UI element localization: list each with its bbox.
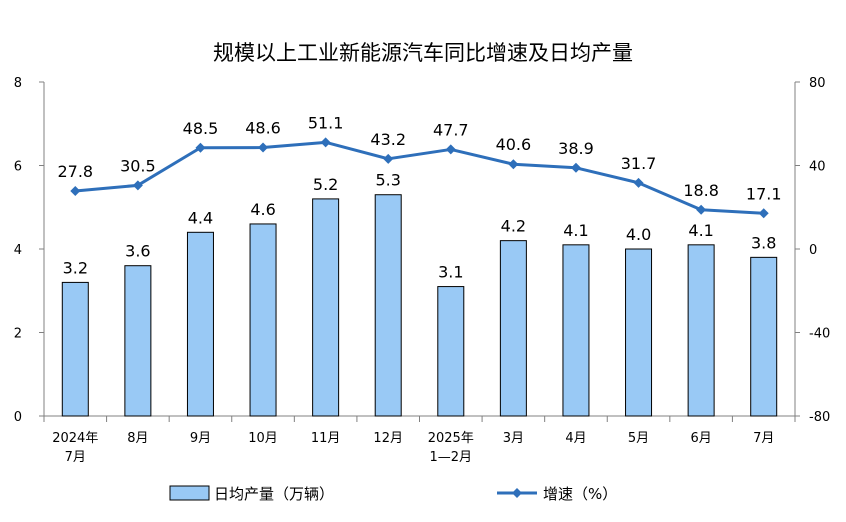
axes: 0 2 4 6 8 -80 -40 0 40 80 2024年 7月 8月 9月 10月 11月 12月 2025… — [14, 76, 831, 465]
data-labels: 3.2 3.6 4.4 4.6 5.2 5.3 3.1 4.2 4.1 4.0 4.1 3.8 27.8… — [57, 113, 781, 281]
right-tick-label: -40 — [809, 327, 830, 342]
growth-point — [320, 137, 331, 148]
growth-value-label: 43.2 — [370, 130, 406, 149]
growth-point — [633, 177, 644, 188]
growth-value-label: 18.8 — [683, 181, 719, 200]
left-tick-label: 4 — [14, 243, 22, 258]
bar-value-label: 4.4 — [188, 208, 213, 227]
x-tick-label: 6月 — [690, 431, 711, 446]
x-tick-label: 4月 — [565, 431, 586, 446]
growth-point — [696, 204, 707, 215]
bar — [61, 281, 89, 417]
bar — [437, 286, 465, 417]
bar — [186, 231, 214, 417]
chart-title: 规模以上工业新能源汽车同比增速及日均产量 — [213, 41, 633, 65]
growth-point — [195, 142, 206, 153]
growth-point — [570, 162, 581, 173]
bar-value-label: 4.6 — [250, 200, 275, 219]
x-tick-label: 12月 — [373, 431, 403, 446]
bar — [625, 248, 653, 417]
bar — [312, 198, 340, 417]
x-tick-label: 5月 — [628, 431, 649, 446]
bar-value-label: 3.1 — [438, 263, 463, 282]
legend-swatch-production — [169, 485, 210, 501]
bar-value-label: 3.6 — [125, 242, 150, 261]
growth-value-label: 51.1 — [308, 113, 344, 132]
right-tick-label: -80 — [809, 410, 830, 425]
x-tick-label: 3月 — [503, 431, 524, 446]
legend: 日均产量（万辆） 增速（%） — [169, 485, 617, 503]
bar — [499, 240, 527, 417]
growth-line-path — [75, 140, 764, 215]
growth-point — [508, 159, 519, 170]
growth-point — [383, 153, 394, 164]
right-tick-label: 0 — [809, 243, 817, 258]
left-tick-label: 6 — [14, 160, 22, 175]
left-tick-label: 8 — [14, 76, 22, 91]
x-tick-label: 2024年 — [52, 431, 98, 446]
growth-point — [132, 180, 143, 191]
x-tick-label: 9月 — [190, 431, 211, 446]
legend-label-production: 日均产量（万辆） — [214, 485, 334, 503]
legend-marker-growth — [512, 488, 522, 498]
growth-value-label: 48.6 — [245, 119, 281, 138]
x-tick-label: 7月 — [65, 450, 86, 465]
x-tick-label: 8月 — [127, 431, 148, 446]
left-tick-label: 0 — [14, 410, 22, 425]
bar-value-label: 3.2 — [63, 258, 88, 277]
right-tick-label: 40 — [809, 160, 826, 175]
growth-value-label: 30.5 — [120, 156, 156, 175]
legend-label-growth: 增速（%） — [543, 485, 617, 503]
growth-value-label: 38.9 — [558, 139, 594, 158]
growth-point — [445, 144, 456, 155]
bar-value-label: 4.0 — [626, 225, 651, 244]
x-tick-label: 10月 — [248, 431, 278, 446]
x-tick-label: 2025年 — [428, 431, 474, 446]
growth-value-label: 17.1 — [746, 184, 782, 203]
bar-value-label: 3.8 — [751, 233, 776, 252]
bar-value-label: 4.1 — [688, 221, 713, 240]
growth-value-label: 27.8 — [57, 162, 93, 181]
bar — [562, 244, 590, 417]
bar-value-label: 4.2 — [501, 217, 526, 236]
left-tick-label: 2 — [14, 327, 22, 342]
bar — [124, 265, 152, 417]
growth-value-label: 47.7 — [433, 120, 469, 139]
bar-value-label: 5.3 — [375, 171, 400, 190]
bar-value-label: 5.2 — [313, 175, 338, 194]
bar — [249, 223, 277, 417]
bar — [374, 194, 402, 417]
x-tick-label: 1—2月 — [430, 450, 473, 465]
growth-value-label: 48.5 — [183, 119, 219, 138]
x-tick-label: 11月 — [311, 431, 341, 446]
growth-point — [258, 142, 269, 153]
bar-value-label: 4.1 — [563, 221, 588, 240]
x-tick-label: 7月 — [753, 431, 774, 446]
bar — [687, 244, 715, 417]
right-tick-label: 80 — [809, 76, 826, 91]
bars — [61, 194, 778, 417]
growth-point — [758, 208, 769, 219]
bar — [750, 256, 778, 417]
growth-line — [70, 137, 769, 219]
growth-point — [70, 185, 81, 196]
growth-value-label: 31.7 — [621, 154, 657, 173]
growth-value-label: 40.6 — [496, 135, 532, 154]
